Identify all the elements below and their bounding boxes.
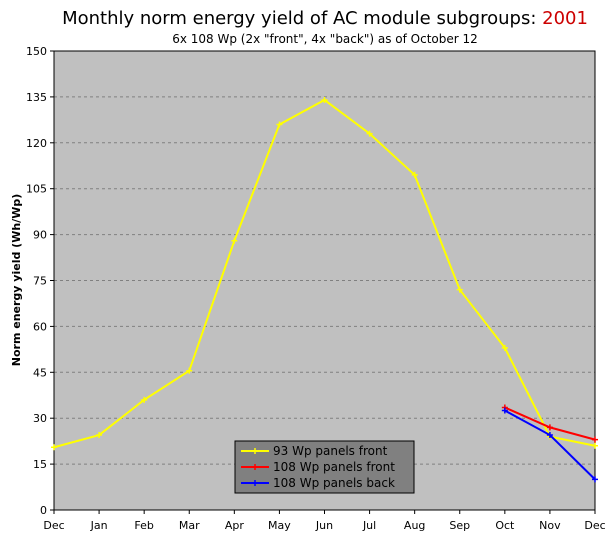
- y-tick-label: 15: [33, 458, 47, 471]
- data-point: [321, 96, 328, 103]
- series-0: [51, 96, 598, 451]
- x-tick-label: Sep: [449, 519, 470, 532]
- data-point: [231, 237, 238, 244]
- data-point: [366, 130, 373, 137]
- legend-marker: [252, 464, 258, 470]
- legend: 93 Wp panels front 108 Wp panels front 108…: [234, 440, 415, 494]
- x-tick-label: Jun: [315, 519, 333, 532]
- legend-marker: [252, 480, 258, 486]
- chart-title-year: 2001: [542, 8, 588, 29]
- chart-title: Monthly norm energy yield of AC module s…: [0, 8, 610, 29]
- x-tick-label: Feb: [134, 519, 153, 532]
- y-tick-label: 120: [26, 137, 47, 150]
- axes: 0 15 30 45 60 75 90 105 120 135 150 Dec Jan Feb Mar Apr…: [26, 45, 606, 532]
- x-tick-label: Apr: [225, 519, 245, 532]
- data-point: [546, 424, 553, 431]
- y-tick-label: 105: [26, 183, 47, 196]
- legend-label: 108 Wp panels back: [273, 476, 395, 490]
- series-2: [501, 407, 598, 483]
- x-tick-label: May: [268, 519, 291, 532]
- x-tick-label: Oct: [495, 519, 515, 532]
- x-tick-label: Nov: [539, 519, 561, 532]
- x-tick-label: Jul: [362, 519, 376, 532]
- data-point: [51, 444, 57, 451]
- data-point: [276, 121, 283, 128]
- data-point: [592, 442, 598, 449]
- x-tick-label: Jan: [90, 519, 108, 532]
- data-point: [141, 396, 148, 403]
- data-point: [592, 436, 598, 443]
- data-point: [186, 367, 193, 374]
- x-tick-label: Dec: [584, 519, 605, 532]
- y-tick-label: 150: [26, 45, 47, 58]
- chart-subtitle: 6x 108 Wp (2x "front", 4x "back") as of …: [172, 32, 478, 46]
- y-tick-label: 60: [33, 320, 47, 333]
- y-tick-label: 75: [33, 275, 47, 288]
- data-point: [501, 344, 508, 351]
- y-tick-label: 0: [40, 504, 47, 517]
- legend-marker: [252, 448, 258, 454]
- legend-label: 93 Wp panels front: [273, 444, 388, 458]
- x-tick-label: Aug: [404, 519, 425, 532]
- x-tick-label: Dec: [43, 519, 64, 532]
- grid-lines: [54, 96, 595, 465]
- y-tick-label: 45: [33, 366, 47, 379]
- data-point: [411, 171, 418, 178]
- y-tick-label: 30: [33, 412, 47, 425]
- data-point: [501, 407, 508, 414]
- data-point: [592, 476, 598, 483]
- data-point: [546, 432, 553, 439]
- series-group: [51, 96, 598, 483]
- legend-label: 108 Wp panels front: [273, 460, 395, 474]
- y-tick-label: 90: [33, 229, 47, 242]
- x-tick-label: Mar: [179, 519, 200, 532]
- data-point: [96, 432, 103, 439]
- y-axis-label: Norm energy yield (Wh/Wp): [10, 194, 23, 366]
- y-tick-label: 135: [26, 91, 47, 104]
- chart-title-text: Monthly norm energy yield of AC module s…: [62, 8, 543, 29]
- data-point: [456, 286, 463, 293]
